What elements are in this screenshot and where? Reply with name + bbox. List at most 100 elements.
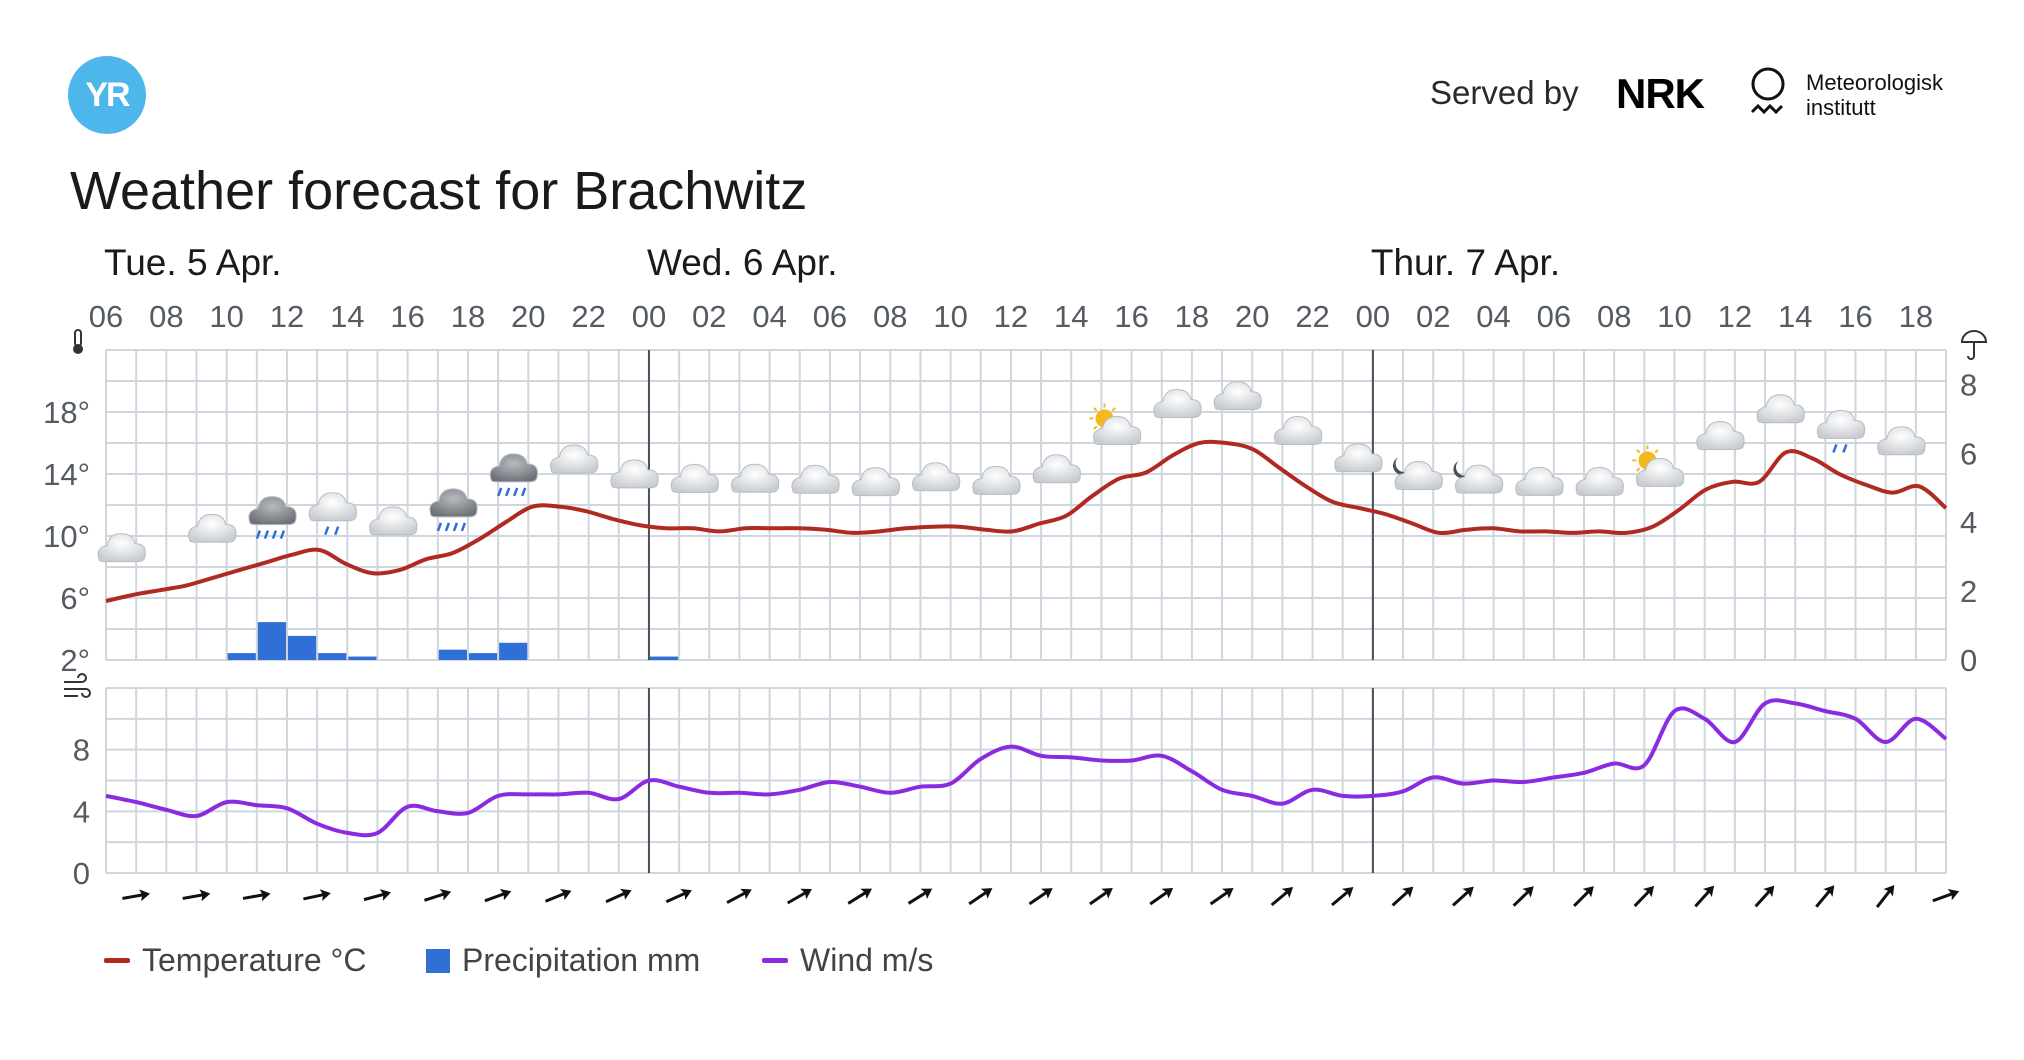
cloud-icon — [851, 467, 900, 497]
cloud-icon — [1032, 454, 1081, 484]
precipitation-swatch — [426, 948, 450, 973]
hour-tick-label: 12 — [994, 299, 1028, 334]
wind-arrow-icon — [786, 888, 812, 905]
legend-precipitation[interactable]: Precipitation mm — [426, 942, 700, 979]
wind-arrow-icon — [303, 889, 331, 902]
hour-tick-label: 16 — [1838, 299, 1872, 334]
precipitation-bar — [499, 642, 528, 660]
hour-tick-label: 18 — [1899, 299, 1933, 334]
wind-arrow-icon — [1270, 887, 1294, 907]
cloud-icon — [550, 444, 599, 474]
wind-arrow-icon — [1754, 885, 1775, 908]
wind-arrow-icon — [847, 888, 872, 905]
precipitation-bar — [438, 649, 467, 660]
hour-tick-label: 08 — [1597, 299, 1631, 334]
precipitation-bar — [287, 635, 317, 660]
met-line2: institutt — [1806, 95, 1876, 120]
rain-cloud-icon — [489, 453, 538, 497]
moon-cloud-icon — [1392, 457, 1443, 490]
rain-cloud-icon — [248, 496, 297, 540]
wind-arrow-icon — [665, 888, 692, 904]
served-by-label: Served by — [1430, 74, 1579, 111]
legend-temperature[interactable]: Temperature °C — [104, 942, 366, 979]
cloud-icon — [731, 463, 780, 493]
page-title: Weather forecast for Brachwitz — [70, 161, 808, 221]
temperature-axis-tick: 6° — [60, 581, 90, 616]
temperature-axis-tick: 14° — [43, 457, 90, 492]
cloud-icon — [1696, 420, 1745, 450]
met-institute-icon — [1750, 67, 1785, 115]
hour-tick-label: 06 — [89, 299, 123, 334]
hour-tick-label: 16 — [1114, 299, 1148, 334]
hour-tick-label: 04 — [1476, 299, 1510, 334]
wind-arrow-icon — [1331, 887, 1354, 907]
rain-cloud-icon — [429, 488, 478, 532]
hour-tick-label: 04 — [752, 299, 786, 334]
wind-arrow-icon — [1451, 886, 1474, 907]
wind-arrow-icon — [1932, 888, 1960, 903]
wind-arrow-icon — [122, 889, 150, 902]
hour-tick-label: 16 — [390, 299, 424, 334]
legend-wind[interactable]: Wind m/s — [762, 942, 933, 979]
cloud-icon — [1877, 426, 1926, 456]
yr-logo[interactable]: YR — [68, 56, 146, 134]
moon-cloud-icon — [1453, 461, 1504, 494]
hour-tick-label: 14 — [1778, 299, 1812, 334]
cloud-icon — [791, 464, 840, 494]
wind-arrow-icon — [1694, 885, 1715, 908]
precipitation-bar — [649, 656, 679, 660]
legend-precipitation-label: Precipitation mm — [462, 942, 701, 978]
wind-arrow-icon — [1512, 886, 1534, 907]
cloud-icon — [610, 459, 659, 489]
wind-axis-tick: 8 — [73, 733, 90, 768]
cloud-icon — [1515, 466, 1564, 496]
precipitation-bar — [257, 622, 286, 660]
wind-arrow-icon — [544, 888, 572, 903]
partly-sunny-icon — [1089, 403, 1142, 445]
wind-arrow-icon — [484, 888, 512, 903]
hour-tick-label: 06 — [813, 299, 847, 334]
wind-arrow-icon — [1875, 884, 1895, 908]
wind-icon — [64, 673, 91, 698]
legend-wind-label: Wind m/s — [800, 942, 934, 978]
wind-arrow-icon — [1028, 888, 1053, 906]
cloud-icon — [369, 506, 418, 536]
nrk-logo[interactable]: NRK — [1616, 70, 1705, 117]
hour-tick-label: 12 — [270, 299, 304, 334]
precipitation-bar — [348, 656, 377, 660]
yr-logo-text: YR — [85, 75, 130, 114]
hour-tick-label: 02 — [692, 299, 726, 334]
precipitation-bar — [227, 653, 256, 660]
partly-sunny-icon — [1632, 445, 1685, 487]
hour-tick-label: 10 — [1657, 299, 1691, 334]
wind-arrow-icon — [968, 888, 993, 906]
met-institute-logo[interactable]: Meteorologisk institutt — [1806, 70, 1943, 120]
wind-arrow-icon — [1573, 886, 1594, 907]
temperature-axis-tick: 10° — [43, 519, 90, 554]
hour-tick-label: 02 — [1416, 299, 1450, 334]
hour-tick-label: 22 — [1295, 299, 1329, 334]
hour-tick-label: 22 — [571, 299, 605, 334]
wind-arrow-icon — [424, 889, 452, 902]
cloud-icon — [1274, 415, 1323, 445]
cloud-icon — [1213, 381, 1262, 411]
wind-arrow-icon — [242, 889, 271, 902]
wind-arrow-icon — [1633, 885, 1655, 908]
hour-tick-label: 12 — [1718, 299, 1752, 334]
forecast-chart: Tue. 5 Apr. Wed. 6 Apr. Thur. 7 Apr.06 08 10… — [43, 242, 1988, 908]
cloud-icon — [1334, 443, 1383, 473]
hour-tick-label: 08 — [873, 299, 907, 334]
thermometer-icon — [73, 329, 83, 354]
precipitation-axis-tick: 2 — [1960, 574, 1977, 609]
temperature-axis-tick: 2° — [60, 643, 90, 678]
hour-tick-label: 06 — [1537, 299, 1571, 334]
hour-tick-label: 20 — [511, 299, 545, 334]
hour-tick-label: 00 — [1356, 299, 1390, 334]
legend-temperature-label: Temperature °C — [142, 942, 367, 978]
day-label: Thur. 7 Apr. — [1371, 242, 1560, 283]
wind-arrow-icon — [726, 888, 752, 904]
wind-arrow-icon — [1815, 885, 1835, 908]
wind-arrow-icon — [182, 889, 211, 902]
cloud-icon — [912, 462, 961, 492]
umbrella-icon — [1960, 330, 1988, 360]
